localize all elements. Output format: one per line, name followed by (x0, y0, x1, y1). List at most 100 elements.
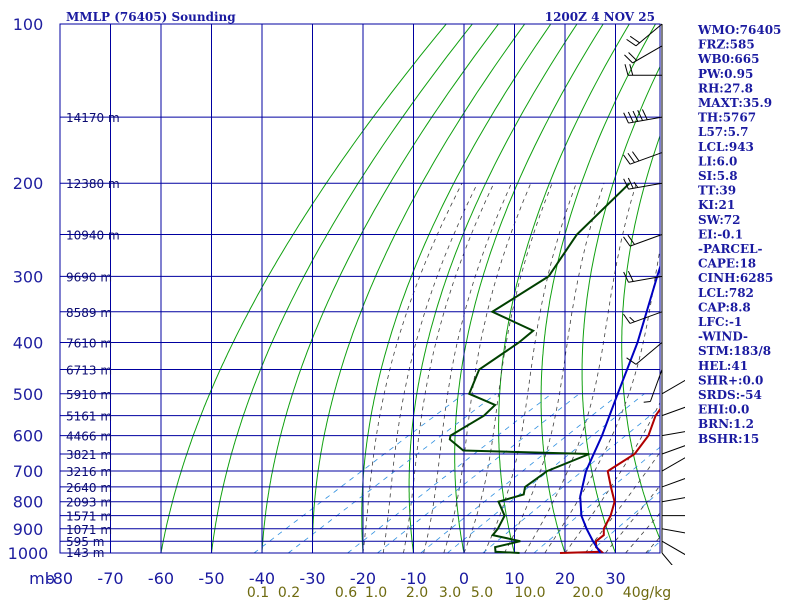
wind-barb (623, 270, 663, 283)
pressure-tick-label: 800 (13, 493, 44, 512)
moist-adiabat (382, 183, 478, 554)
index-value: RH:27.8 (698, 81, 753, 95)
height-label: 8589 m (66, 306, 112, 320)
height-label: 9690 m (66, 270, 112, 284)
wind-barb (623, 234, 663, 247)
pressure-tick-label: 600 (13, 427, 44, 446)
mixing-ratio-line (253, 393, 465, 554)
temp-tick-label: -30 (299, 569, 325, 588)
mixing-ratio-line (288, 393, 497, 554)
index-value: WB0:665 (697, 52, 759, 66)
index-value: TH:5767 (698, 111, 756, 125)
index-value: HEL:41 (698, 359, 748, 373)
index-value: MAXT:35.9 (698, 96, 772, 110)
temperature-line (559, 407, 660, 554)
pressure-tick-label: 900 (13, 520, 44, 539)
temp-tick-label: -70 (97, 569, 123, 588)
index-value: SRDS:-54 (698, 388, 762, 402)
wind-barb (624, 64, 662, 76)
wind-barb (661, 406, 685, 417)
wind-barb (643, 369, 663, 403)
wind-barb (661, 497, 685, 503)
index-value: EI:-0.1 (698, 227, 743, 241)
moist-adiabat (584, 451, 660, 554)
height-label: 5161 m (66, 410, 112, 424)
height-label: 1571 m (66, 510, 112, 524)
height-label: 1071 m (66, 523, 112, 537)
temp-tick-label: 20 (555, 569, 575, 588)
index-value: SHR+:0.0 (698, 373, 763, 387)
chart-title: MMLP (76405) Sounding (66, 10, 236, 24)
moist-adiabat (403, 183, 495, 554)
mixing-ratio-label: 20.0 (572, 585, 603, 600)
wind-barb (661, 457, 685, 472)
dry-adiabat (312, 24, 526, 553)
pressure-tick-label: 200 (13, 174, 44, 193)
temp-tick-label: -10 (400, 569, 426, 588)
index-value: LCL:943 (698, 140, 754, 154)
index-value: LFC:-1 (698, 315, 742, 329)
mixing-ratio-line (377, 393, 580, 554)
mixing-ratio-label: 1.0 (365, 585, 387, 600)
wind-barb (626, 342, 663, 365)
index-value: -PARCEL- (698, 242, 763, 256)
wind-barb (626, 23, 663, 47)
dry-adiabat (160, 24, 447, 554)
index-value: WMO:76405 (697, 23, 781, 37)
moist-adiabat (625, 512, 660, 554)
index-value: PW:0.95 (698, 67, 753, 81)
height-label: 143 m (66, 546, 104, 560)
temp-tick-label: -80 (47, 569, 73, 588)
height-label: 2093 m (66, 496, 112, 510)
wind-barb (661, 379, 685, 395)
index-value: LCL:782 (698, 286, 754, 300)
moist-adiabat (504, 183, 605, 554)
wind-barb (661, 528, 685, 534)
mixing-ratio-label: 3.0 (439, 585, 461, 600)
index-value: SW:72 (698, 213, 740, 227)
mixing-ratio-label: 0.2 (278, 585, 300, 600)
mixing-ratio-label: 5.0 (471, 585, 493, 600)
dry-adiabat (581, 65, 660, 554)
temp-tick-label: -60 (148, 569, 174, 588)
wind-barb (661, 478, 685, 488)
chart-time: 1200Z 4 NOV 25 (545, 10, 655, 24)
wind-barb (662, 515, 685, 517)
dry-adiabat (361, 24, 552, 554)
index-value: LI:6.0 (698, 154, 737, 168)
temp-tick-label: -50 (198, 569, 224, 588)
mixing-ratio-line (588, 491, 660, 554)
moist-adiabat (443, 183, 532, 554)
wind-barb (623, 151, 663, 165)
wind-barb (661, 540, 685, 556)
pressure-tick-label: 100 (13, 15, 44, 34)
temp-tick-label: mb (29, 569, 55, 588)
moist-adiabat (423, 183, 512, 554)
mixing-ratio-line (420, 393, 620, 554)
moist-adiabat (463, 183, 553, 554)
mixing-ratio-label: 2.0 (406, 585, 428, 600)
temp-tick-label: -40 (249, 569, 275, 588)
wind-barb (661, 431, 685, 437)
height-label: 6713 m (66, 364, 112, 378)
height-label: 2640 m (66, 481, 112, 495)
pressure-tick-label: 500 (13, 385, 44, 404)
index-value: BSHR:15 (698, 432, 759, 446)
height-label: 14170 m (66, 111, 120, 125)
dry-adiabat (498, 24, 630, 554)
index-value: KI:21 (698, 198, 735, 212)
mixing-ratio-line (347, 393, 552, 554)
index-value: TT:39 (698, 184, 736, 198)
dry-adiabat (769, 24, 800, 553)
mixing-ratio-label: 10.0 (514, 585, 545, 600)
index-value: FRZ:585 (698, 38, 755, 52)
height-label: 3216 m (66, 465, 112, 479)
index-value: CINH:6285 (698, 271, 773, 285)
pressure-tick-label: 700 (13, 462, 44, 481)
moist-adiabat (362, 183, 463, 554)
index-value: BRN:1.2 (698, 417, 754, 431)
height-label: 7610 m (66, 336, 112, 350)
temp-tick-label: 0 (459, 569, 469, 588)
